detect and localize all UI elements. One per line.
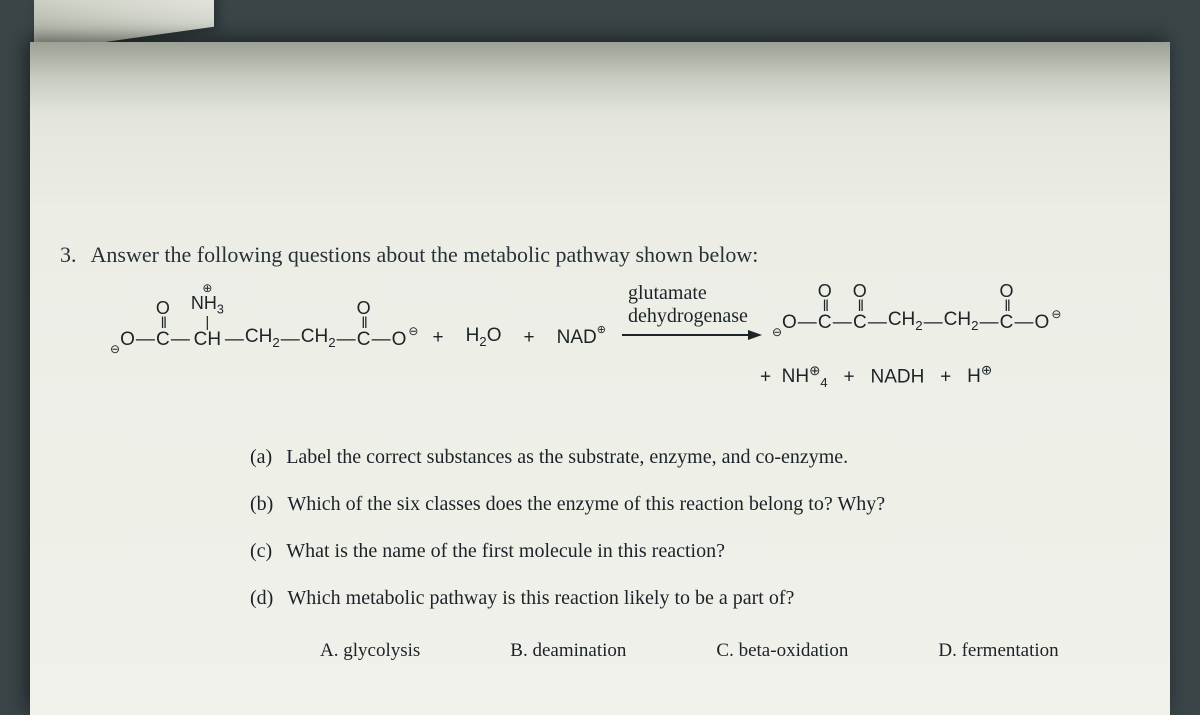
- o-atom: O: [392, 330, 407, 349]
- subq-a: (a)Label the correct substances as the s…: [250, 434, 1140, 481]
- bond-icon: —: [135, 330, 156, 349]
- minus-charge-icon: ⊖: [1051, 308, 1061, 320]
- minus-charge-icon: ⊖: [408, 325, 418, 337]
- carboxyl-c: O ‖ C: [818, 282, 832, 332]
- product-molecule: ⊖ O — O ‖ C — O ‖ C — CH2: [772, 282, 1059, 332]
- minus-charge-icon: ⊖: [772, 326, 782, 338]
- bond-icon: —: [867, 313, 888, 332]
- ch2-group: CH2: [888, 310, 923, 332]
- o-atom: O: [120, 330, 135, 349]
- carboxyl-c: O ‖ C: [357, 299, 371, 349]
- nh4: NH⊕4: [782, 366, 828, 387]
- nad: NAD⊕: [551, 327, 612, 349]
- carboxyl-c: O ‖ C: [1000, 282, 1014, 332]
- reaction-arrow-icon: [622, 328, 762, 346]
- h2o: H2O: [460, 325, 508, 349]
- option-a: A. glycolysis: [320, 640, 420, 662]
- bond-icon: —: [336, 330, 357, 349]
- bond-icon: —: [170, 330, 191, 349]
- question-prompt: Answer the following questions about the…: [91, 242, 759, 268]
- reactant-molecule: ⊖ O — O ‖ C — ⊕ NH3 | CH — CH2: [110, 282, 416, 349]
- plus-op: +: [426, 327, 449, 349]
- o-atom: O: [782, 313, 797, 332]
- carboxyl-c: O ‖ C: [156, 299, 170, 349]
- ch2-group: CH2: [301, 327, 336, 349]
- enzyme-label: glutamate dehydrogenase: [622, 282, 754, 328]
- option-c: C. beta-oxidation: [716, 640, 848, 662]
- h-plus: H⊕: [967, 366, 992, 387]
- subq-b: (b)Which of the six classes does the enz…: [250, 481, 1140, 528]
- o-atom: O: [1035, 313, 1050, 332]
- bond-icon: —: [1014, 313, 1035, 332]
- byproducts-line: + NH⊕4 + NADH + H⊕: [760, 363, 1140, 390]
- ch2-group: CH2: [245, 327, 280, 349]
- alpha-carbon: ⊕ NH3 | CH: [191, 282, 224, 349]
- textbook-page: 3. Answer the following questions about …: [30, 42, 1170, 715]
- ch2-group: CH2: [944, 310, 979, 332]
- bond-icon: —: [371, 330, 392, 349]
- products-column: ⊖ O — O ‖ C — O ‖ C — CH2: [772, 282, 1059, 332]
- bond-icon: —: [224, 330, 245, 349]
- subquestions: (a)Label the correct substances as the s…: [250, 434, 1140, 622]
- minus-charge-icon: ⊖: [110, 343, 120, 355]
- subq-d: (d)Which metabolic pathway is this react…: [250, 575, 1140, 622]
- option-b: B. deamination: [510, 640, 626, 662]
- options-row: A. glycolysis B. deamination C. beta-oxi…: [320, 640, 1140, 662]
- bond-icon: —: [797, 313, 818, 332]
- reaction-equation: ⊖ O — O ‖ C — ⊕ NH3 | CH — CH2: [110, 282, 1140, 349]
- nadh: NADH: [870, 366, 924, 387]
- bond-icon: —: [979, 313, 1000, 332]
- bond-icon: —: [280, 330, 301, 349]
- subq-c: (c)What is the name of the first molecul…: [250, 528, 1140, 575]
- question-prompt-line: 3. Answer the following questions about …: [60, 242, 1140, 268]
- enzyme-arrow-block: glutamate dehydrogenase: [622, 282, 762, 346]
- question-number: 3.: [60, 242, 77, 268]
- option-d: D. fermentation: [938, 640, 1058, 662]
- bond-icon: —: [832, 313, 853, 332]
- keto-c: O ‖ C: [853, 282, 867, 332]
- plus-op: +: [517, 327, 540, 349]
- bond-icon: —: [923, 313, 944, 332]
- question-block: 3. Answer the following questions about …: [60, 242, 1140, 662]
